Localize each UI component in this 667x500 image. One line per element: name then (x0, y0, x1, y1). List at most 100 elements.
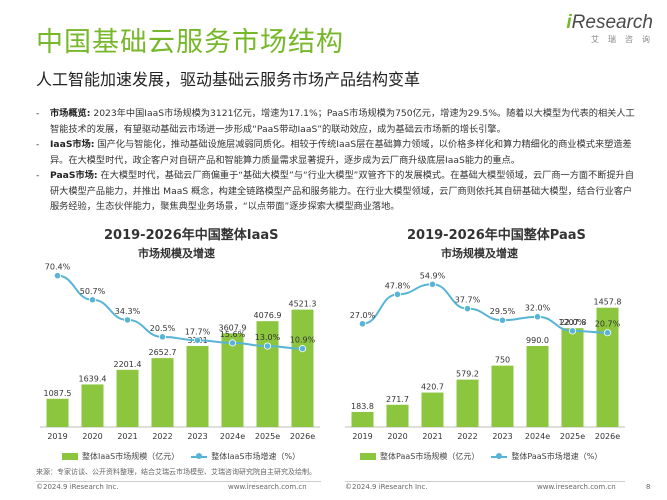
bar-value-label: 1457.8 (594, 298, 622, 307)
growth-rate-label: 50.7% (80, 287, 106, 296)
bullet-paas-market: - PaaS市场: 在大模型时代，基础云厂商偏重于“基础大模型”与“行业大模型”… (36, 170, 635, 212)
bar (421, 392, 444, 427)
growth-rate-label: 70.4% (45, 263, 71, 272)
iaas-chart-title: 2019-2026年中国整体IaaS (104, 228, 279, 243)
footer-url-left: www.iresearch.com.cn (228, 483, 307, 491)
x-tick-label: 2024e (220, 432, 245, 441)
iresearch-logo: iResearch 艾瑞咨询 (566, 12, 653, 45)
bar-value-label: 1639.4 (79, 374, 107, 383)
bullet-text: 2023年中国IaaS市场规模为3121亿元，增速为17.1%；PaaS市场规模… (50, 108, 635, 135)
legend-bar-swatch (62, 453, 78, 460)
growth-rate-label: 20.5% (150, 324, 176, 333)
growth-rate-point (263, 342, 272, 350)
bar (221, 333, 244, 427)
bar-value-label: 2652.7 (149, 348, 177, 357)
iaas-chart-subtitle: 市场规模及增速 (138, 247, 215, 260)
bar-value-label: 183.8 (351, 402, 374, 411)
growth-rate-label: 37.7% (455, 296, 481, 305)
growth-rate-point (88, 296, 97, 304)
x-tick-label: 2026e (595, 432, 620, 441)
bar (456, 379, 479, 427)
legend-line-swatch (191, 452, 208, 461)
bar (81, 384, 104, 427)
growth-rate-point (53, 272, 62, 280)
bullet-label: 市场概览: (50, 108, 91, 119)
bar-value-label: 579.2 (456, 370, 479, 379)
legend-line-label: 整体IaaS市场增速（%） (211, 452, 301, 461)
growth-rate-point (193, 336, 202, 344)
x-tick-label: 2022 (152, 432, 172, 441)
legend-bar-swatch (360, 453, 376, 460)
x-tick-label: 2024e (525, 432, 550, 441)
growth-rate-point (603, 329, 612, 337)
iaas-chart: 1087.5 2019 1639.4 2020 2201.4 2021 2652.7 2022… (40, 263, 320, 441)
bar (561, 328, 584, 427)
bullet-label: IaaS市场: (50, 139, 95, 150)
bar-value-label: 1207.8 (559, 318, 587, 327)
bar (351, 411, 374, 427)
bar (151, 358, 174, 427)
page-title: 中国基础云服务市场结构 (36, 27, 344, 58)
growth-rate-point (228, 339, 237, 347)
footer-copyright-left: ©2024.9 iResearch Inc. (36, 483, 119, 491)
bullet-text: 国产化与智能化，推动基础设施层减弱同质化。相较于传统IaaS层在基础算力领域，以… (50, 139, 632, 166)
growth-rate-point (428, 280, 437, 288)
logo-brand: iResearch (566, 12, 653, 33)
x-tick-label: 2023 (492, 432, 512, 441)
bar-value-label: 750 (495, 356, 510, 365)
growth-rate-point (158, 333, 167, 341)
bar (596, 307, 619, 427)
bullet-label: PaaS市场: (50, 170, 98, 181)
bar-value-label: 4076.9 (254, 311, 282, 320)
growth-rate-label: 34.3% (115, 307, 141, 316)
bar (526, 346, 549, 427)
bullet-text: 在大模型时代，基础云厂商偏重于“基础大模型”与“行业大模型”双管齐下的发展模式。… (50, 170, 635, 212)
x-tick-label: 2021 (117, 432, 137, 441)
bar (491, 365, 514, 427)
bar-value-label: 2201.4 (114, 360, 142, 369)
bar-value-label: 1087.5 (44, 389, 72, 398)
growth-rate-point (358, 320, 367, 328)
page-number: 8 (646, 483, 651, 491)
growth-rate-point (533, 313, 542, 321)
bar (116, 369, 139, 427)
bar (186, 345, 209, 427)
bar-value-label: 990.0 (526, 336, 549, 345)
paas-legend: 整体PaaS市场规模（亿元） 整体PaaS市场增速（%） (360, 451, 602, 462)
bar-value-label: 3607.9 (219, 323, 247, 332)
x-tick-label: 2023 (187, 432, 207, 441)
growth-rate-label: 27.0% (350, 311, 376, 320)
bar-value-label: 271.7 (386, 395, 409, 404)
page-subtitle: 人工智能加速发展，驱动基础云服务市场产品结构变革 (36, 70, 421, 89)
growth-rate-label: 10.9% (290, 336, 316, 345)
growth-rate-point (393, 290, 402, 298)
growth-rate-label: 47.8% (385, 281, 411, 290)
growth-rate-point (498, 316, 507, 324)
footer-divider-left (36, 481, 321, 482)
growth-rate-label: 29.5% (490, 307, 516, 316)
bar (46, 398, 69, 427)
legend-line-label: 整体PaaS市场增速（%） (511, 452, 603, 461)
growth-rate-point (463, 305, 472, 313)
bar (256, 321, 279, 427)
bar-value-label: 4521.3 (289, 300, 317, 309)
x-tick-label: 2022 (457, 432, 477, 441)
x-tick-label: 2020 (82, 432, 102, 441)
footer-url-right: www.iresearch.com.cn (537, 483, 616, 491)
bullet-list: - 市场概览: 2023年中国IaaS市场规模为3121亿元，增速为17.1%；… (36, 106, 636, 215)
x-tick-label: 2025e (255, 432, 280, 441)
legend-bar-label: 整体PaaS市场规模（亿元） (380, 452, 480, 461)
x-tick-label: 2019 (47, 432, 67, 441)
footer-divider-right (345, 481, 625, 482)
paas-chart-subtitle: 市场规模及增速 (441, 247, 518, 260)
growth-rate-line (57, 274, 303, 350)
legend-bar-label: 整体IaaS市场规模（亿元） (82, 452, 180, 461)
bar (291, 309, 314, 427)
growth-rate-point (568, 327, 577, 335)
legend-line-swatch (491, 452, 508, 461)
logo-cn: 艾瑞咨询 (591, 35, 659, 44)
footer-copyright-right: ©2024.9 iResearch Inc. (345, 483, 428, 491)
growth-rate-label: 20.7% (595, 320, 621, 329)
growth-rate-label: 17.7% (185, 327, 211, 336)
bar-value-label: 420.7 (421, 383, 444, 392)
